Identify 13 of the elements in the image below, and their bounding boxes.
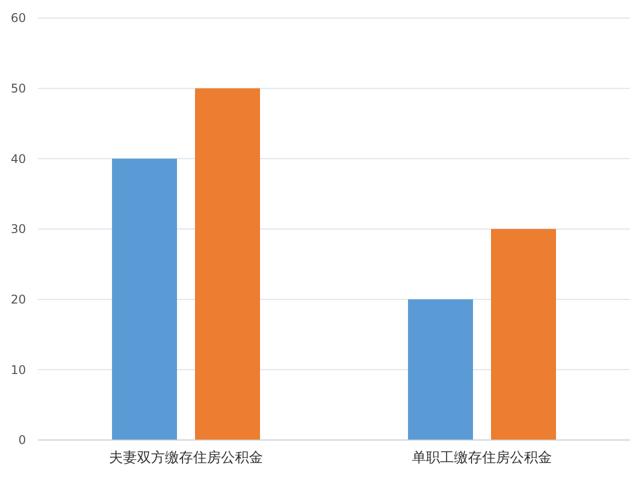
bar — [195, 88, 260, 440]
y-tick-label: 0 — [18, 433, 26, 448]
bar — [491, 229, 556, 440]
x-tick-label: 夫妻双方缴存住房公积金 — [109, 450, 263, 466]
y-tick-label: 40 — [10, 152, 26, 166]
bar — [408, 299, 473, 440]
y-tick-label: 60 — [10, 11, 26, 26]
bar — [112, 158, 177, 440]
y-tick-label: 30 — [10, 222, 26, 236]
y-tick-label: 50 — [10, 82, 26, 96]
y-tick-label: 10 — [10, 362, 26, 377]
y-tick-label: 20 — [10, 292, 26, 307]
x-tick-label: 单职工缴存住房公积金 — [412, 450, 552, 466]
